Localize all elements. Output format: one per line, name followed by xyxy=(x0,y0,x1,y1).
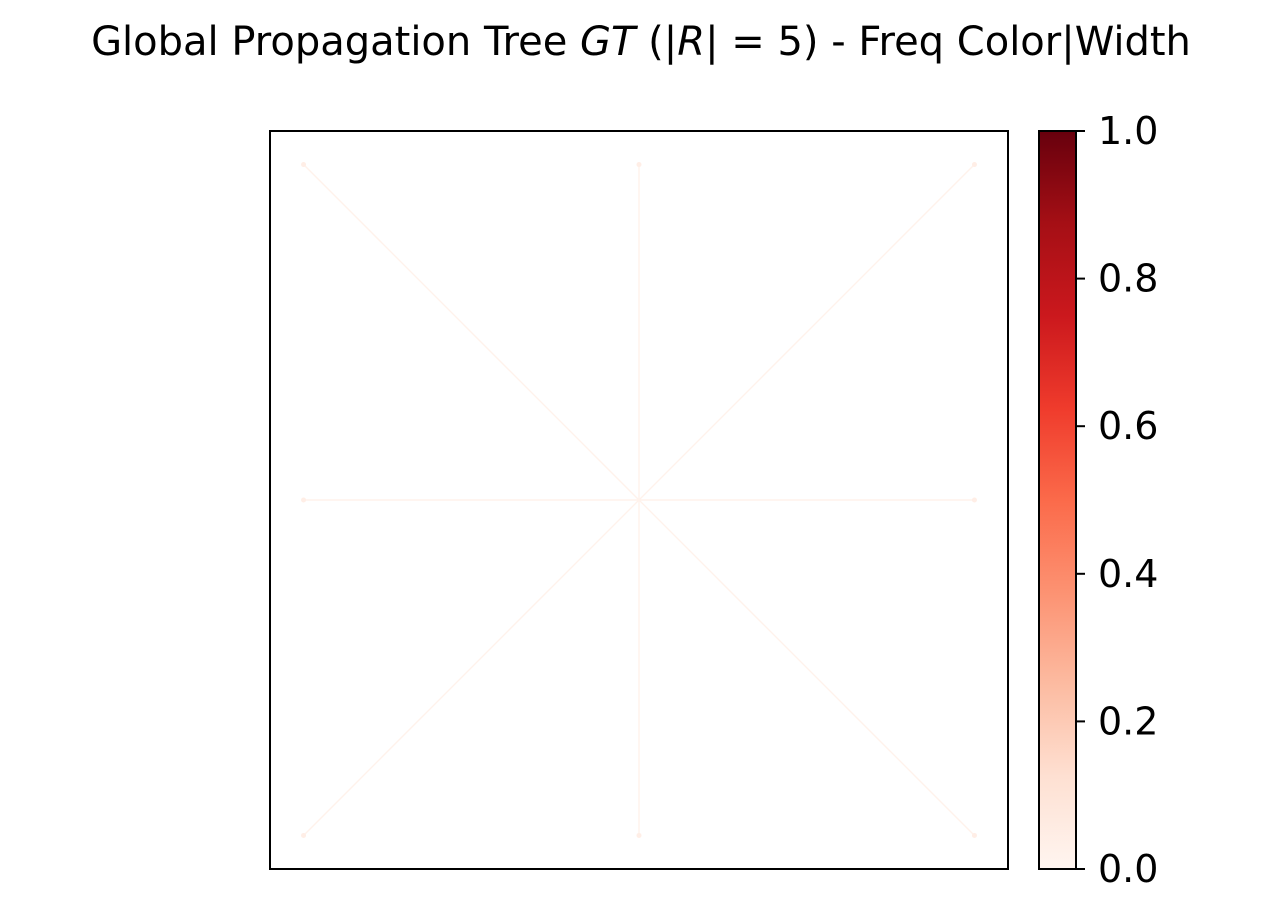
nodes-layer xyxy=(301,162,977,838)
edge-c-nw xyxy=(302,163,640,501)
title-suffix: - Freq Color|Width xyxy=(819,19,1191,65)
node-w xyxy=(301,497,307,503)
colorbar-tick-label: 0.0 xyxy=(1098,847,1158,891)
colorbar-fill xyxy=(1039,131,1076,869)
edges-layer xyxy=(302,163,976,837)
node-sw xyxy=(301,832,307,838)
colorbar-tick-label: 1.0 xyxy=(1098,109,1158,153)
chart-title: Global Propagation Tree GT (|R| = 5) - F… xyxy=(91,19,1191,65)
plot-frame xyxy=(269,130,1009,870)
colorbar-tick-label: 0.4 xyxy=(1098,552,1158,596)
node-ne xyxy=(971,162,977,168)
colorbar-ticks: 0.0 0.2 0.4 0.6 0.8 1.0 xyxy=(1076,109,1158,891)
colorbar-tick-label: 0.2 xyxy=(1098,699,1158,743)
colorbar-tick-label: 0.6 xyxy=(1098,404,1158,448)
title-eq: | = 5) xyxy=(705,19,818,65)
title-prefix: Global Propagation Tree xyxy=(91,19,580,65)
edge-c-sw xyxy=(302,499,640,837)
node-s xyxy=(636,832,642,838)
node-n xyxy=(636,162,642,168)
title-paren-open: (| xyxy=(635,19,677,65)
title-math-r: R xyxy=(677,19,705,65)
node-se xyxy=(971,832,977,838)
node-e xyxy=(971,497,977,503)
colorbar-frame xyxy=(1038,130,1077,870)
title-math-gt: GT xyxy=(580,19,639,65)
node-nw xyxy=(301,162,307,168)
edge-c-se xyxy=(638,499,976,837)
colorbar-tick-label: 0.8 xyxy=(1098,257,1158,301)
edge-c-ne xyxy=(638,163,976,501)
